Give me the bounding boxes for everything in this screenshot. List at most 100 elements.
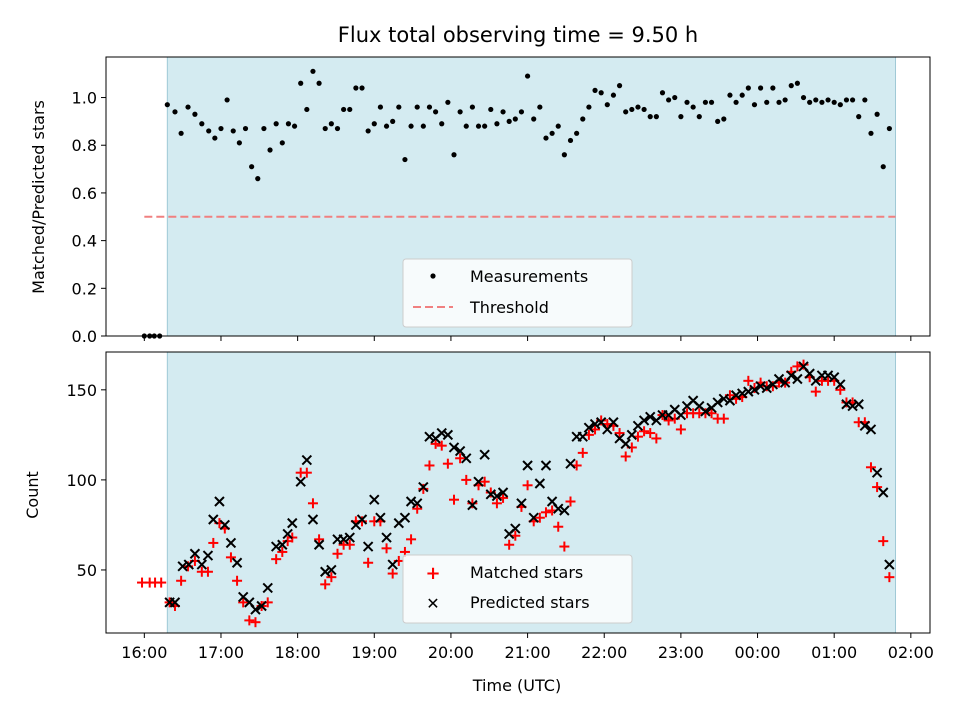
predicted-star-point [208,514,219,525]
predicted-star-point [448,442,460,453]
measurement-point [739,92,745,98]
predicted-star-point [169,597,181,608]
matched-star-point [455,453,466,464]
xtick-label: 00:00 [734,643,780,662]
measurement-point [807,99,813,105]
predicted-star-point [250,604,261,615]
matched-star-point [865,462,876,473]
measurement-point [206,128,212,134]
measurement-point [880,164,886,170]
measurement-point [242,125,249,132]
predicted-star-mark [436,427,447,439]
measurement-point [457,109,463,115]
measurement-point [261,125,267,132]
measurement-point [192,111,198,117]
predicted-star-point [847,400,858,412]
measurement-point [488,106,494,113]
predicted-star-mark [786,370,797,381]
predicted-star-mark [608,417,619,428]
legend-predicted-label: Predicted stars [470,593,590,612]
predicted-star-mark [356,514,368,525]
measurement-point [623,109,629,115]
predicted-star-point [577,431,588,442]
predicted-star-mark [694,400,705,412]
legend-measurements-marker [430,273,436,279]
matched-star-point [651,433,662,444]
predicted-star-mark [516,498,527,509]
matched-star-point [301,467,312,478]
predicted-star-mark [387,559,398,570]
predicted-star-point [675,409,687,421]
xtick-label: 16:00 [121,643,167,662]
measurement-point [635,104,641,110]
matched-star-point [743,375,754,386]
measurement-point [825,97,831,103]
matched-star-point [332,548,343,559]
measurement-point [758,85,764,91]
xtick-label: 18:00 [275,643,321,662]
predicted-star-mark [295,476,306,487]
predicted-star-point [608,417,619,428]
predicted-star-mark [375,512,386,523]
predicted-star-point [411,498,423,509]
predicted-star-point [516,498,527,509]
bottom-ytick-label: 50 [77,561,97,580]
measurement-point [690,104,696,110]
measurement-point [696,114,702,120]
predicted-star-point [553,503,564,514]
matched-star-point [835,384,846,395]
measurement-point [445,99,451,105]
measurement-point [304,106,310,113]
measurement-point [856,114,862,120]
matched-star-point [540,507,551,518]
predicted-star-mark [270,541,282,552]
measurement-point [555,123,561,129]
predicted-star-point [522,460,533,471]
predicted-star-mark [835,379,846,390]
predicted-star-point [277,539,288,550]
matched-star-point [387,568,398,579]
matched-star-point [277,546,288,557]
predicted-star-mark [467,499,478,511]
measurement-point [469,104,475,110]
measurement-point [537,104,543,110]
predicted-star-point [528,512,539,523]
matched-star-point [639,426,650,437]
predicted-star-point [792,373,803,385]
predicted-star-mark [841,399,852,410]
predicted-star-mark [798,361,809,372]
matched-star-point [872,482,883,493]
measurement-point [776,99,782,105]
xtick-label: 23:00 [658,643,704,662]
measurement-point [236,140,242,146]
predicted-star-mark [208,514,219,525]
predicted-star-mark [287,517,298,529]
predicted-star-mark [669,404,680,415]
predicted-star-mark [301,454,313,466]
predicted-star-mark [256,600,267,612]
matched-star-point [479,476,490,487]
predicted-star-mark [614,433,625,444]
predicted-star-point [878,487,889,498]
predicted-star-point [202,550,214,561]
predicted-star-point [589,418,601,430]
predicted-star-mark [522,460,533,471]
measurement-point [482,123,488,129]
predicted-star-point [381,532,392,543]
measurement-point [745,85,751,91]
predicted-star-point [436,427,447,439]
measurement-point [574,130,580,136]
measurement-point [433,109,439,115]
predicted-star-point [540,460,552,471]
bottom-y-axis-label: Count [23,471,42,519]
predicted-star-mark [565,458,576,469]
measurement-point [420,123,426,129]
predicted-star-mark [177,561,188,572]
predicted-star-point [712,397,723,408]
xtick-label: 01:00 [811,643,857,662]
matched-star-point [810,386,821,397]
measurement-point [782,97,788,103]
measurement-point [316,80,322,86]
predicted-star-mark [307,514,319,525]
predicted-star-mark [424,431,435,442]
